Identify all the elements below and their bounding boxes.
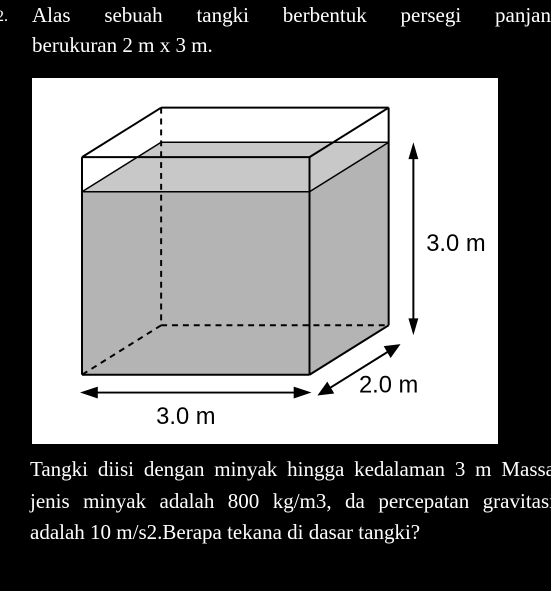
intro-line-2: berukuran 2 m x 3 m. [2,30,551,60]
question-body: Tangki diisi dengan minyak hingga kedala… [30,454,551,549]
width-label: 3.0 m [156,404,215,430]
height-label: 3.0 m [426,231,485,257]
intro-line-1: Alas sebuah tangki berbentuk persegi pan… [2,0,551,30]
question-header: 2. Alas sebuah tangki berbentuk persegi … [0,0,551,61]
tank-diagram: 3.0 m 2.0 m 3.0 m [30,76,500,446]
depth-label: 2.0 m [359,373,418,399]
question-number: 2. [0,8,8,26]
